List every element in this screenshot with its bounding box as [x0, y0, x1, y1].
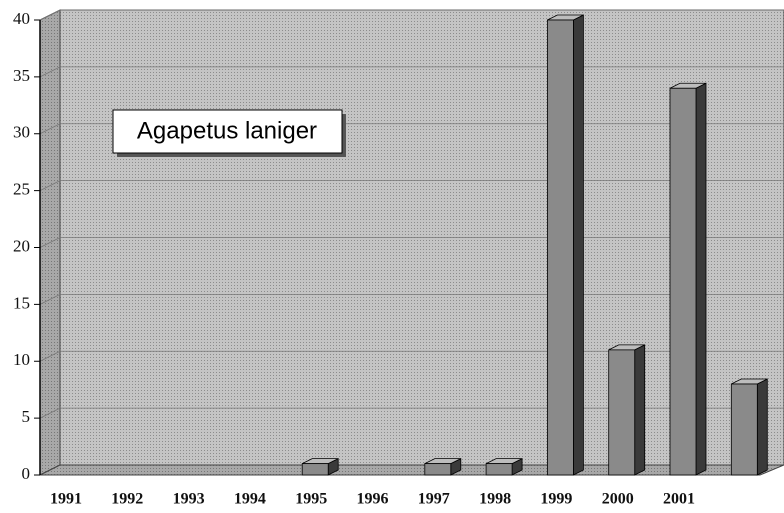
y-tick-label: 25: [13, 180, 30, 199]
floor: [39, 464, 784, 476]
y-tick-label: 5: [22, 407, 31, 426]
y-tick-label: 20: [13, 236, 30, 255]
bar: [301, 457, 339, 476]
grid-line: [39, 9, 784, 21]
x-tick-label: 1997: [418, 491, 450, 508]
y-tick-label: 35: [13, 66, 30, 85]
y-tick-label: 40: [13, 9, 30, 28]
x-tick-label: 1999: [540, 491, 572, 508]
grid-line: [39, 123, 784, 135]
x-tick-label: 1994: [234, 491, 266, 508]
chart-title: Agapetus laniger: [137, 117, 317, 144]
bar-front: [547, 19, 574, 476]
bar-side: [756, 378, 768, 476]
x-tick-label: 1991: [50, 491, 82, 508]
bar-front: [301, 463, 329, 476]
y-tick-label: 0: [22, 464, 31, 483]
y-tick-label: 10: [13, 350, 30, 369]
x-tick-label: 1993: [173, 491, 205, 508]
x-tick-label: 2001: [663, 491, 695, 508]
y-tick-label: 30: [13, 123, 30, 142]
y-tick-label: 15: [13, 293, 30, 312]
bar-front: [424, 463, 452, 476]
x-tick-label: 1995: [295, 491, 327, 508]
x-tick-label: 2000: [602, 491, 634, 508]
x-tick-label: 1998: [479, 491, 511, 508]
bar: [608, 344, 646, 476]
x-tick-label: 1992: [111, 491, 143, 508]
bar-front: [485, 463, 513, 476]
bar: [424, 457, 462, 476]
bar-front: [669, 87, 697, 476]
bar: [485, 457, 523, 476]
grid-line: [39, 66, 784, 78]
bar: [730, 378, 768, 476]
grid-line: [39, 237, 784, 248]
x-tick-label: 1996: [357, 491, 389, 508]
bar-side: [573, 14, 584, 476]
bar-side: [695, 82, 707, 476]
grid-line: [39, 180, 784, 191]
bar: [547, 14, 584, 476]
grid-line: [39, 350, 784, 362]
bar-front: [608, 349, 636, 476]
label-box: [112, 109, 343, 154]
bar-front: [730, 383, 758, 476]
bar-side: [634, 344, 646, 476]
bar: [669, 82, 707, 476]
grid-line: [39, 293, 784, 305]
grid-line: [39, 407, 784, 419]
